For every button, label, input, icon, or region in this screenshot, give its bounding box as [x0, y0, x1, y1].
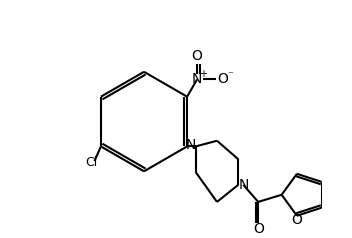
Text: O: O	[191, 49, 202, 63]
Text: N: N	[186, 138, 196, 152]
Text: O: O	[291, 213, 302, 227]
Text: N: N	[192, 72, 202, 86]
Text: Cl: Cl	[86, 156, 98, 169]
Text: O: O	[217, 72, 228, 86]
Text: ⁻: ⁻	[227, 70, 233, 80]
Text: O: O	[253, 222, 264, 236]
Text: +: +	[200, 69, 207, 79]
Text: N: N	[239, 178, 249, 192]
